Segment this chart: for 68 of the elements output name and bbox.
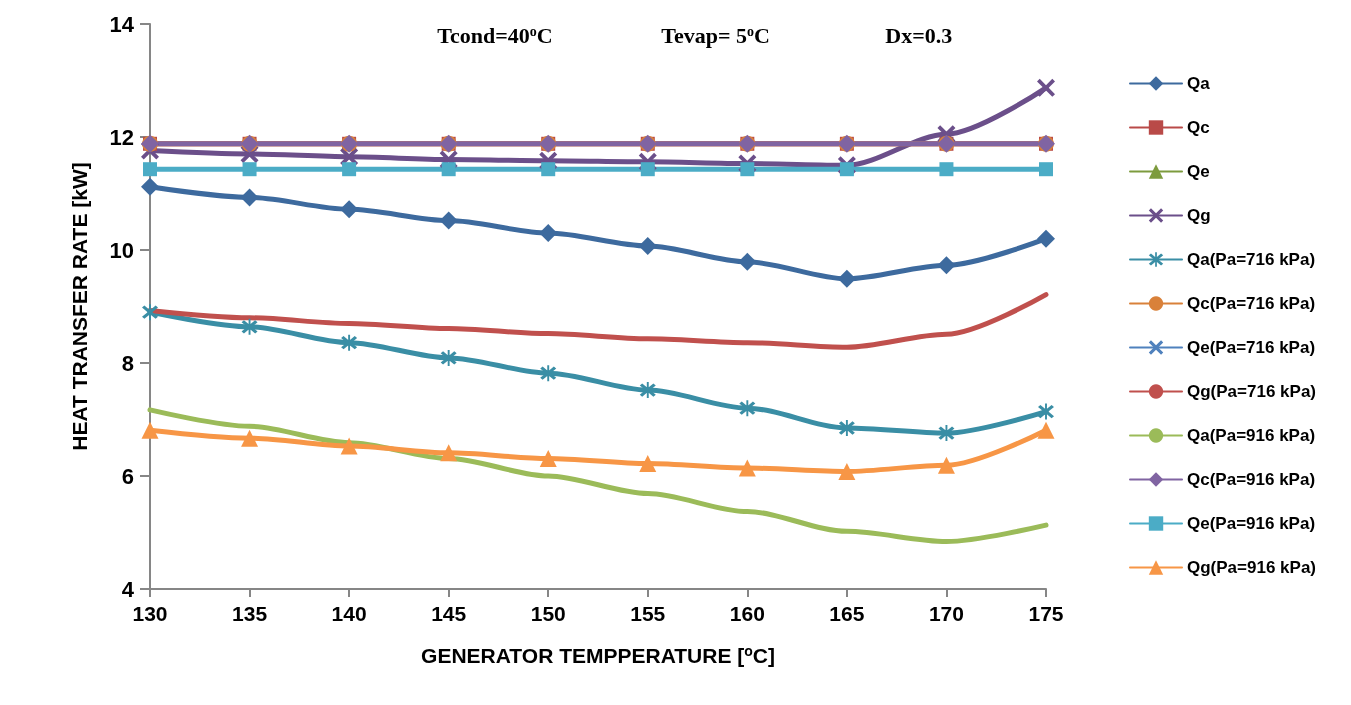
point — [141, 177, 159, 196]
point — [1037, 421, 1055, 439]
legend-label: Qa(Pa=916 kPa) — [1187, 426, 1316, 445]
y-tick-label: 12 — [109, 124, 134, 150]
legend-label: Qc — [1187, 118, 1210, 137]
point — [938, 425, 955, 442]
point — [241, 318, 258, 335]
point — [1038, 403, 1054, 420]
point — [539, 449, 557, 467]
legend-label: Qg(Pa=916 kPa) — [1187, 558, 1317, 577]
point — [738, 252, 757, 271]
point — [142, 304, 158, 321]
point — [739, 400, 756, 417]
annotation: Dx=0.3 — [885, 22, 953, 48]
point — [640, 162, 655, 177]
y-tick-label: 10 — [109, 237, 134, 263]
legend-label: Qe(Pa=916 kPa) — [1187, 514, 1316, 533]
point — [740, 162, 755, 177]
point — [937, 456, 955, 474]
legend-label: Qc(Pa=716 kPa) — [1187, 294, 1316, 313]
point — [439, 211, 458, 230]
legend-label: Qa(Pa=716 kPa) — [1187, 250, 1316, 269]
point — [440, 349, 457, 366]
point — [141, 421, 159, 439]
x-tick-label: 130 — [132, 602, 168, 625]
point — [240, 188, 259, 207]
x-tick-label: 140 — [331, 602, 367, 625]
point — [541, 162, 556, 177]
legend-label: Qe(Pa=716 kPa) — [1187, 338, 1316, 357]
point — [340, 437, 358, 455]
point — [639, 455, 657, 473]
y-tick-label: 8 — [121, 350, 134, 376]
x-tick-label: 160 — [729, 602, 765, 625]
point — [1037, 78, 1055, 97]
x-tick-label: 165 — [829, 602, 865, 625]
point — [937, 256, 956, 275]
x-tick-label: 150 — [530, 602, 566, 625]
point — [342, 162, 357, 177]
point — [838, 462, 856, 480]
point — [540, 365, 557, 382]
legend-label: Qc(Pa=916 kPa) — [1187, 470, 1316, 489]
x-tick-label: 155 — [630, 602, 666, 625]
x-tick-label: 175 — [1028, 602, 1064, 625]
point — [242, 162, 257, 177]
point — [143, 162, 157, 177]
x-tick-label: 145 — [431, 602, 467, 625]
point — [939, 162, 954, 177]
x-tick-label: 170 — [928, 602, 964, 625]
point — [738, 459, 756, 477]
legend-label: Qa — [1187, 74, 1211, 93]
legend-label: Qg(Pa=716 kPa) — [1187, 382, 1317, 401]
y-tick-label: 14 — [109, 11, 135, 37]
legend-label: Qg — [1187, 206, 1211, 225]
y-axis-title: HEAT TRANSFER RATE [kW] — [68, 162, 91, 451]
point — [838, 419, 855, 436]
x-tick-label: 135 — [232, 602, 268, 625]
point — [837, 269, 856, 288]
y-tick-label: 4 — [121, 576, 135, 602]
point — [440, 444, 458, 462]
point — [241, 429, 259, 447]
point — [839, 162, 854, 177]
point — [639, 382, 656, 399]
point — [341, 334, 358, 351]
point — [1037, 229, 1055, 248]
point — [1039, 162, 1053, 177]
point — [441, 162, 456, 177]
legend-label: Qe — [1187, 162, 1210, 181]
y-tick-label: 6 — [121, 463, 134, 489]
